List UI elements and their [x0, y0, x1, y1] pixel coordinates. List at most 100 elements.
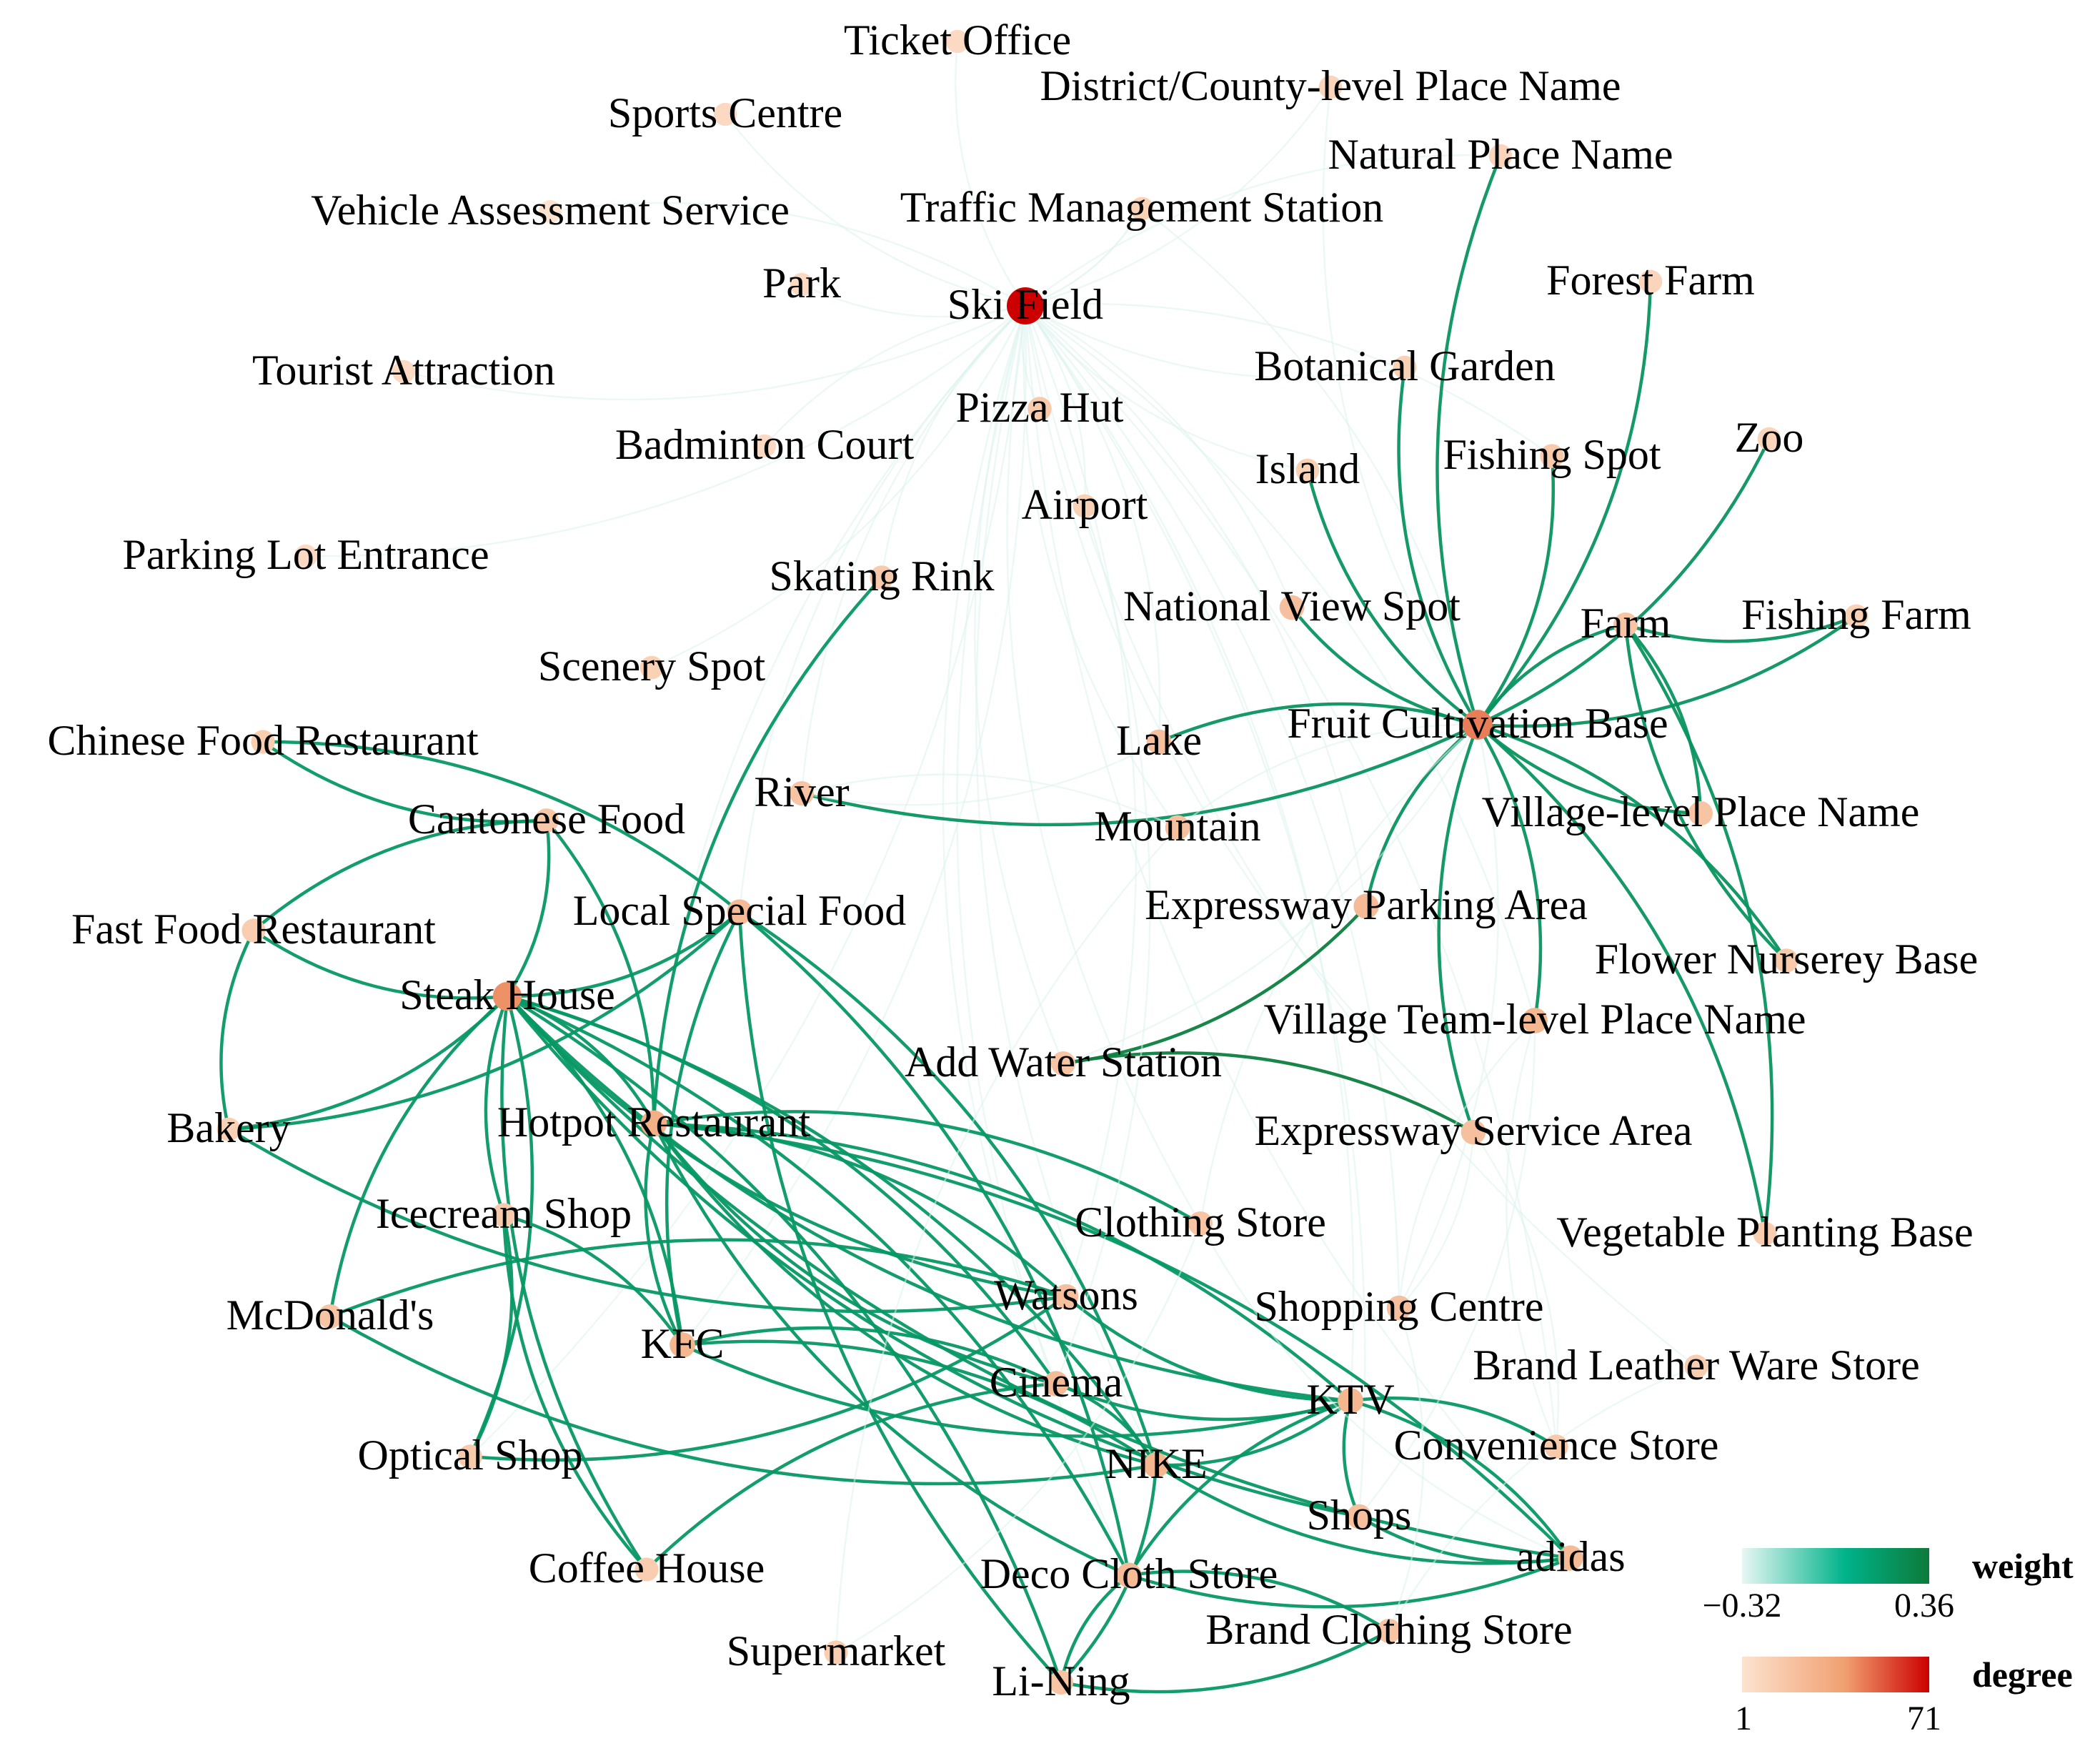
edge-hotpot-restaurant-kfc — [644, 1123, 685, 1346]
node-fruit-cultivation-base — [1463, 710, 1493, 740]
node-mountain — [1165, 815, 1190, 840]
node-fast-food-restaurant — [242, 918, 266, 943]
edge-fruit-cultivation-base-island — [1305, 470, 1479, 726]
node-sports-centre — [713, 102, 737, 127]
edge-fruit-cultivation-base-clothing-store — [1199, 724, 1478, 1224]
edge-ski-field-clothing-store — [1006, 305, 1202, 1224]
node-flower-nursery-base — [1774, 948, 1798, 973]
node-national-view-spot — [1279, 595, 1305, 620]
node-icecream-shop — [492, 1203, 516, 1227]
edge-li-ning-brand-clothing-store — [1060, 1629, 1390, 1694]
node-label-badminton-court: Badminton Court — [615, 421, 915, 468]
node-expressway-parking-area — [1353, 893, 1379, 919]
node-label-steak-house: Steak House — [399, 971, 615, 1018]
edge-local-special-food-deco-cloth-store — [738, 911, 1131, 1576]
edge-brand-leather-ware-store-brand-clothing-store — [1388, 1365, 1697, 1632]
edge-ski-field-parking-lot-entrance — [305, 305, 1026, 557]
edge-ktv-nike — [1155, 1399, 1352, 1467]
node-nike — [1143, 1452, 1169, 1478]
node-label-coffee-house: Coffee House — [529, 1544, 765, 1592]
edge-ski-field-fishing-spot — [1025, 302, 1553, 457]
edge-ski-field-vehicle-assessment-service — [549, 202, 1026, 307]
degree-legend-title: degree — [1972, 1655, 2073, 1695]
edge-kfc-nike — [682, 1339, 1158, 1467]
edge-watsons-ktv — [1065, 1295, 1351, 1403]
node-mcdonalds — [318, 1304, 342, 1329]
edge-ski-field-kfc — [682, 305, 1027, 1346]
node-label-forest-farm: Forest Farm — [1546, 257, 1755, 304]
edge-ski-field-ktv — [1025, 305, 1355, 1402]
edge-hotpot-restaurant-deco-cloth-store — [652, 1122, 1130, 1577]
edge-ktv-convenience-store — [1350, 1397, 1558, 1448]
node-ktv — [1338, 1388, 1363, 1414]
weight-color-bar — [1742, 1548, 1929, 1584]
edge-fruit-cultivation-base-add-water-station — [1063, 724, 1479, 1065]
node-pizza-hut — [1027, 397, 1052, 421]
edge-steak-house-adidas — [506, 995, 1571, 1560]
node-label-expressway-parking-area: Expressway Parking Area — [1145, 881, 1588, 928]
edge-add-water-station-expressway-parking-area — [1063, 905, 1368, 1066]
node-botanical-garden — [1393, 355, 1417, 380]
node-vegetable-planting-base — [1753, 1221, 1777, 1246]
node-label-vegetable-planting-base: Vegetable Planting Base — [1556, 1209, 1973, 1256]
edge-fruit-cultivation-base-forest-farm — [1476, 281, 1653, 726]
edge-steak-house-coffee-house — [500, 996, 648, 1571]
edge-ski-field-traffic-management-station — [1025, 208, 1143, 307]
node-label-hotpot-restaurant: Hotpot Restaurant — [497, 1098, 811, 1146]
edge-ski-field-village-team-level-place-name — [1025, 305, 1536, 1021]
edge-fruit-cultivation-base-natural-place-name — [1435, 155, 1503, 725]
node-shops — [1346, 1504, 1372, 1529]
node-label-brand-leather-ware-store: Brand Leather Ware Store — [1473, 1341, 1919, 1389]
edge-ski-field-watsons — [1024, 305, 1138, 1297]
node-ticket-office — [945, 29, 970, 54]
node-river — [790, 781, 814, 805]
node-label-supermarket: Supermarket — [727, 1627, 946, 1675]
edge-ski-field-sports-centre — [725, 114, 1026, 307]
node-label-fast-food-restaurant: Fast Food Restaurant — [71, 906, 436, 953]
edge-hotpot-restaurant-adidas — [653, 1121, 1572, 1559]
edge-shops-adidas — [1358, 1515, 1571, 1564]
node-label-skating-rink: Skating Rink — [769, 552, 994, 600]
edge-village-team-level-place-name-convenience-store — [1506, 1020, 1558, 1447]
edge-fruit-cultivation-base-village-level-place-name — [1476, 723, 1701, 815]
node-chinese-food-restaurant — [251, 730, 275, 754]
node-label-botanical-garden: Botanical Garden — [1254, 342, 1556, 390]
edge-steak-house-li-ning — [506, 995, 1063, 1683]
node-village-level-place-name — [1688, 801, 1713, 825]
edge-fruit-cultivation-base-farm — [1476, 622, 1626, 726]
node-label-li-ning: Li-Ning — [992, 1657, 1130, 1705]
edge-ski-field-national-view-spot — [1025, 304, 1293, 608]
node-layer — [217, 29, 1868, 1695]
node-label-chinese-food-restaurant: Chinese Food Restaurant — [47, 717, 479, 764]
edge-district-county-level-place-name-fruit-cultivation-base — [1322, 86, 1479, 725]
node-label-parking-lot-entrance: Parking Lot Entrance — [122, 531, 489, 578]
node-add-water-station — [1051, 1051, 1075, 1076]
node-hotpot-restaurant — [640, 1110, 667, 1137]
node-label-park: Park — [762, 259, 841, 307]
edge-ktv-adidas — [1350, 1399, 1572, 1559]
node-skating-rink — [870, 565, 894, 590]
node-label-traffic-management-station: Traffic Management Station — [900, 184, 1384, 231]
edge-steak-house-fast-food-restaurant — [252, 929, 508, 1000]
node-coffee-house — [635, 1557, 659, 1582]
node-label-lake: Lake — [1116, 717, 1202, 764]
edge-airport-cinema — [1055, 505, 1151, 1384]
edge-ski-field-ticket-office — [955, 41, 1026, 307]
node-bakery — [217, 1117, 241, 1141]
node-label-icecream-shop: Icecream Shop — [376, 1190, 632, 1237]
node-expressway-service-area — [1460, 1119, 1486, 1145]
edge-farm-vegetable-planting-base — [1624, 623, 1774, 1234]
node-clothing-store — [1188, 1211, 1213, 1236]
node-optical-shop — [458, 1444, 482, 1469]
weight-legend-title: weight — [1972, 1546, 2074, 1586]
node-brand-clothing-store — [1377, 1619, 1401, 1643]
edge-ski-field-cinema — [942, 305, 1058, 1384]
node-label-deco-cloth-store: Deco Cloth Store — [980, 1550, 1278, 1597]
weight-legend: weight −0.32 0.36 — [1702, 1546, 2074, 1624]
edge-mountain-supermarket — [835, 827, 1178, 1653]
edge-village-team-level-place-name-shops — [1358, 1020, 1536, 1517]
node-label-expressway-service-area: Expressway Service Area — [1254, 1107, 1692, 1154]
edge-ski-field-island — [1025, 305, 1308, 472]
degree-legend-max: 71 — [1907, 1700, 1941, 1737]
node-farm — [1613, 612, 1638, 637]
